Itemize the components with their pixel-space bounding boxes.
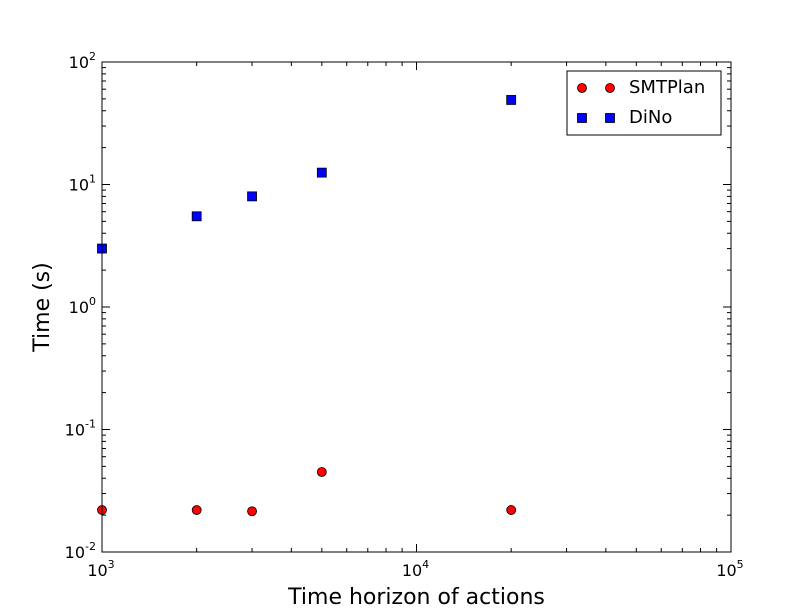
- y-tick-label: 101: [69, 173, 96, 195]
- plot-area: [102, 62, 731, 552]
- smtplan-point: [506, 505, 517, 515]
- smtplan-point: [191, 505, 202, 515]
- smtplan-point: [247, 506, 257, 517]
- legend-markers: [577, 83, 615, 123]
- y-tick-label: 10-1: [65, 418, 96, 440]
- tick-labels: 103 104 105 10-2 10-1 100 101 102: [65, 50, 744, 580]
- dino-point: [316, 167, 327, 178]
- x-tick-label: 104: [402, 558, 429, 580]
- smtplan-point: [316, 467, 327, 477]
- x-tick-label: 103: [87, 558, 114, 580]
- legend-marker-dino: [605, 113, 615, 123]
- legend-label-dino: DiNo: [629, 107, 672, 128]
- y-tick-label: 100: [69, 295, 96, 317]
- y-tick-label: 102: [69, 50, 96, 72]
- dino-point: [506, 95, 517, 105]
- legend-marker-dino: [577, 113, 587, 123]
- x-tick-label: 105: [716, 558, 743, 580]
- x-axis-title: Time horizon of actions: [287, 585, 545, 610]
- dino-point: [191, 211, 202, 222]
- y-tick-label: 10-2: [65, 540, 96, 562]
- plot-frame: [101, 61, 732, 553]
- y-axis-title: Time (s): [30, 262, 55, 352]
- legend-marker-smtplan: [605, 83, 615, 93]
- legend-label-smtplan: SMTPlan: [629, 77, 705, 98]
- legend-box: [566, 70, 722, 136]
- legend-marker-smtplan: [577, 83, 587, 93]
- minor-ticks: [102, 62, 731, 552]
- dino-point: [247, 191, 257, 202]
- legend: SMTPlan DiNo: [566, 70, 722, 136]
